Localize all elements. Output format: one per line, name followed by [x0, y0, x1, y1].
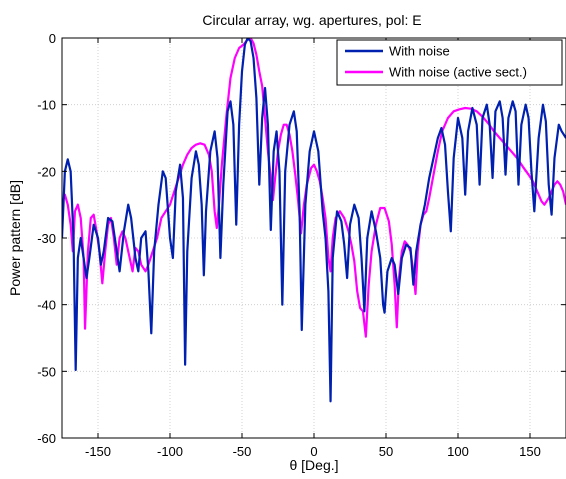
x-tick-label: 100 — [447, 444, 469, 459]
legend: With noise With noise (active sect.) — [336, 39, 563, 86]
y-tick-label: -60 — [37, 431, 56, 446]
chart-title: Circular array, wg. apertures, pol: E — [202, 12, 421, 28]
series-layer — [62, 38, 566, 403]
x-axis-label: θ [Deg.] — [289, 457, 338, 473]
y-tick-label: -20 — [37, 164, 56, 179]
series-active-sect-line — [62, 38, 566, 338]
y-tick-label: 0 — [49, 31, 56, 46]
y-tick-label: -40 — [37, 298, 56, 313]
x-tick-label: -150 — [85, 444, 111, 459]
ticks: -150 -100 -50 0 50 100 150 0 -10 -20 -30 -40 -50 -60 — [37, 31, 566, 459]
legend-label-with-noise: With noise — [389, 44, 450, 59]
y-axis-label: Power pattern [dB] — [7, 180, 23, 296]
x-tick-label: -50 — [233, 444, 252, 459]
legend-box — [336, 39, 563, 86]
series-with-noise-line — [62, 38, 566, 403]
legend-label-active-sect: With noise (active sect.) — [389, 65, 527, 80]
x-tick-label: -100 — [157, 444, 183, 459]
y-tick-label: -50 — [37, 364, 56, 379]
x-tick-label: 50 — [379, 444, 393, 459]
x-tick-label: 150 — [519, 444, 541, 459]
x-tick-label: 0 — [310, 444, 317, 459]
y-tick-label: -10 — [37, 98, 56, 113]
y-tick-label: -30 — [37, 231, 56, 246]
